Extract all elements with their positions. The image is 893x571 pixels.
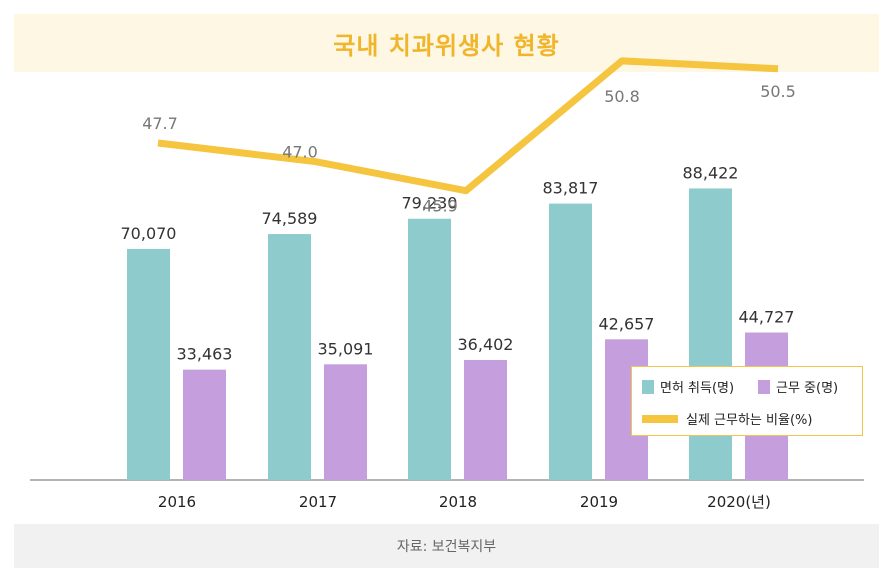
title-bar: 국내 치과위생사 현황 [14, 14, 879, 72]
ratio-label-4: 50.5 [760, 82, 796, 101]
legend-item-licensed: 면허 취득(명) [642, 377, 734, 396]
source-bar: 자료: 보건복지부 [14, 524, 879, 568]
data-label-employed-0: 33,463 [177, 345, 233, 364]
data-label-employed-2: 36,402 [458, 335, 514, 354]
legend-label-ratio: 실제 근무하는 비율(%) [686, 413, 813, 428]
data-label-licensed-2: 79,230 [402, 194, 458, 213]
ratio-label-2: 45.9 [422, 197, 458, 216]
legend-item-employed: 근무 중(명) [758, 377, 838, 396]
ratio-label-3: 50.8 [604, 87, 640, 106]
chart-legend: 면허 취득(명) 근무 중(명) 실제 근무하는 비율(%) [631, 366, 863, 436]
bar-employed-1 [324, 364, 367, 480]
ratio-label-1: 47.0 [282, 143, 318, 162]
data-label-employed-1: 35,091 [318, 339, 374, 358]
bar-employed-0 [183, 369, 226, 480]
data-label-licensed-1: 74,589 [262, 209, 318, 228]
legend-label-licensed: 면허 취득(명) [660, 381, 735, 396]
bar-licensed-4 [689, 188, 732, 480]
x-tick-label-2: 2018 [439, 493, 477, 511]
legend-swatch-licensed [642, 379, 654, 394]
legend-swatch-ratio [642, 414, 678, 423]
ratio-line [157, 57, 779, 195]
ratio-label-0: 47.7 [142, 114, 178, 133]
legend-item-ratio: 실제 근무하는 비율(%) [642, 409, 812, 428]
x-tick-label-3: 2019 [580, 493, 618, 511]
bar-licensed-3 [549, 203, 592, 480]
legend-label-employed: 근무 중(명) [776, 381, 839, 396]
data-label-licensed-4: 88,422 [683, 163, 739, 182]
bar-licensed-1 [268, 234, 311, 480]
source-text: 자료: 보건복지부 [396, 539, 497, 555]
bar-licensed-2 [408, 218, 451, 480]
chart-title: 국내 치과위생사 현황 [333, 31, 560, 60]
data-label-employed-4: 44,727 [739, 308, 795, 327]
data-label-licensed-3: 83,817 [543, 179, 599, 198]
x-tick-label-1: 2017 [299, 493, 337, 511]
x-tick-label-0: 2016 [158, 493, 196, 511]
bar-licensed-0 [127, 248, 170, 480]
x-tick-label-4: 2020(년) [707, 493, 771, 511]
legend-swatch-employed [758, 379, 770, 394]
data-label-licensed-0: 70,070 [121, 224, 177, 243]
bar-employed-2 [464, 359, 507, 480]
data-label-employed-3: 42,657 [599, 314, 655, 333]
